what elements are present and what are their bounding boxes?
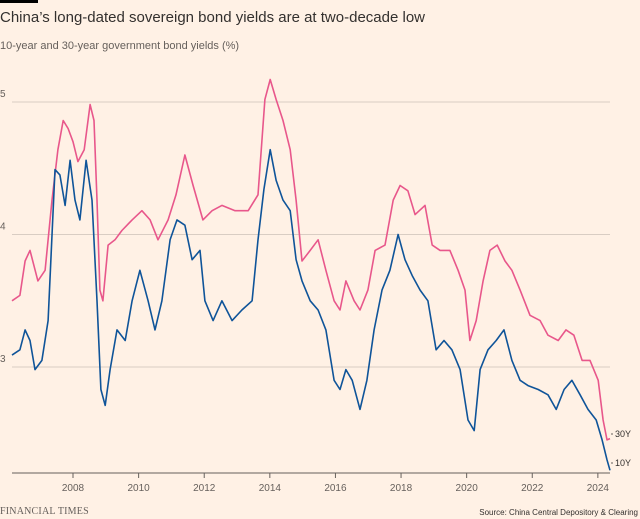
x-tick-label: 2010 [127, 483, 150, 494]
source-note: Source: China Central Depository & Clear… [479, 508, 638, 517]
x-tick-label: 2024 [587, 483, 610, 494]
y-tick-label: 3 [0, 354, 6, 365]
series-line-10y [11, 148, 611, 471]
x-tick-label: 2018 [390, 483, 413, 494]
series-line-30y [11, 78, 611, 441]
chart-subtitle: 10-year and 30-year government bond yiel… [0, 40, 240, 52]
x-tick-label: 2022 [521, 483, 544, 494]
x-tick-label: 2012 [193, 483, 216, 494]
x-tick-label: 2020 [456, 483, 479, 494]
ft-brand-bar [0, 0, 38, 3]
series-label-10y: 10Y [615, 458, 631, 468]
ft-logo: FINANCIAL TIMES [0, 506, 89, 517]
x-tick-label: 2016 [324, 483, 347, 494]
x-tick-label: 2008 [62, 483, 85, 494]
x-tick-label: 2014 [259, 483, 282, 494]
series-label-30y: 30Y [615, 429, 631, 439]
y-tick-label: 5 [0, 89, 6, 100]
y-tick-label: 4 [0, 222, 6, 233]
chart-title: China’s long-dated sovereign bond yields… [0, 9, 425, 26]
